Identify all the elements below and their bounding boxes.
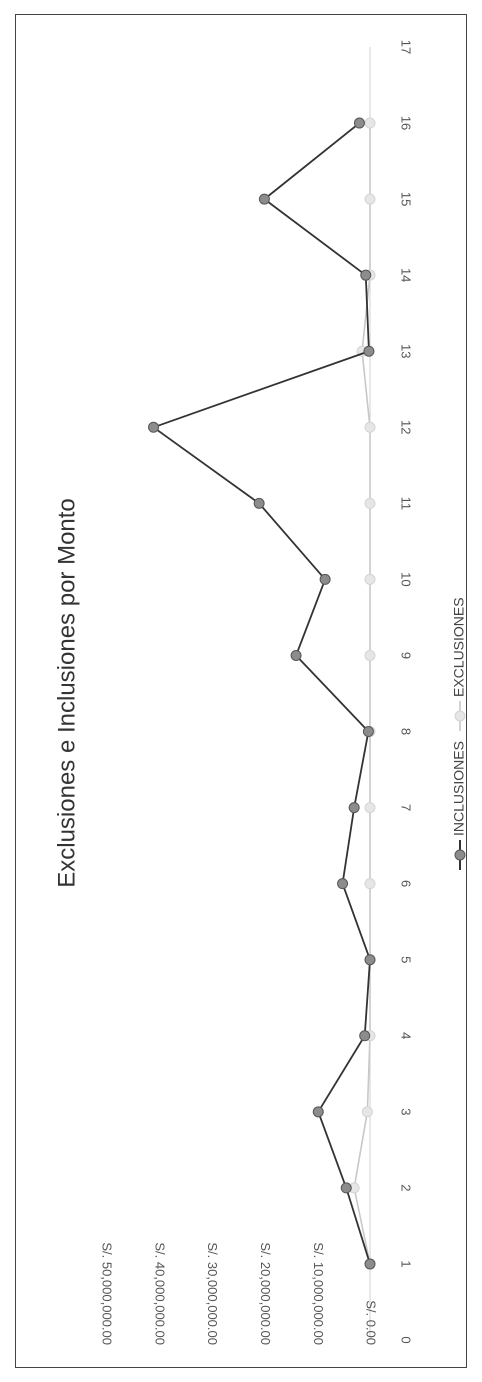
y-tick-label: S/. 30,000,000.00: [205, 1242, 220, 1345]
series-point-exclusiones: [364, 878, 376, 890]
series-point-inclusiones: [364, 954, 376, 966]
y-tick-label: S/. 20,000,000.00: [258, 1242, 273, 1345]
series-point-exclusiones: [364, 573, 376, 585]
x-tick-label: 13: [399, 344, 414, 358]
x-tick-label: 11: [399, 497, 414, 511]
series-point-inclusiones: [148, 421, 160, 433]
y-tick-label: S/. 10,000,000.00: [311, 1242, 326, 1345]
y-tick-label: S/. 50,000,000.00: [100, 1242, 115, 1345]
series-point-inclusiones: [340, 1182, 352, 1194]
series-point-exclusiones: [361, 1106, 373, 1118]
series-point-inclusiones: [290, 649, 302, 661]
x-tick-label: 17: [399, 40, 414, 54]
series-point-inclusiones: [359, 1030, 371, 1042]
chart-frame: 0 1 2 3 4 5 6 7 8 9 10 11 12 13 14 15 16 17 S/. 0.00 S/. 10…: [15, 14, 467, 1368]
x-tick-label: 0: [399, 1336, 414, 1343]
x-tick-label: 12: [399, 420, 414, 434]
x-tick-label: 6: [399, 880, 414, 887]
series-point-exclusiones: [364, 802, 376, 814]
series-point-inclusiones: [364, 1258, 376, 1270]
series-point-inclusiones: [362, 726, 374, 738]
legend-marker-inclusiones: [454, 849, 466, 861]
series-point-inclusiones: [258, 193, 270, 205]
x-tick-label: 9: [399, 652, 414, 659]
series-point-exclusiones: [364, 649, 376, 661]
x-tick-label: 16: [399, 116, 414, 130]
x-tick-label: 15: [399, 192, 414, 206]
y-tick-label: S/. 40,000,000.00: [152, 1242, 167, 1345]
x-tick-label: 4: [399, 1032, 414, 1039]
legend-label-exclusiones: EXCLUSIONES: [451, 597, 467, 697]
x-tick-label: 3: [399, 1108, 414, 1115]
series-point-inclusiones: [319, 573, 331, 585]
series-layer: [148, 117, 376, 1270]
x-tick-label: 2: [399, 1184, 414, 1191]
x-tick-label: 7: [399, 804, 414, 811]
series-point-inclusiones: [348, 802, 360, 814]
series-point-inclusiones: [253, 497, 265, 509]
series-line-exclusiones: [353, 123, 371, 1265]
series-point-exclusiones: [364, 193, 376, 205]
x-tick-label: 8: [399, 728, 414, 735]
legend-marker-exclusiones: [454, 710, 466, 722]
series-point-inclusiones: [337, 878, 349, 890]
chart-title: Exclusiones e Inclusiones por Monto: [53, 498, 80, 888]
series-point-exclusiones: [364, 421, 376, 433]
series-point-inclusiones: [353, 117, 365, 129]
series-line-inclusiones: [152, 122, 371, 1265]
series-point-inclusiones: [312, 1106, 324, 1118]
series-point-inclusiones: [360, 269, 372, 281]
series-point-exclusiones: [364, 497, 376, 509]
series-point-exclusiones: [364, 117, 376, 129]
x-tick-label: 10: [399, 572, 414, 586]
legend-label-inclusiones: INCLUSIONES: [451, 741, 467, 836]
y-tick-label: S/. 0.00: [364, 1300, 379, 1345]
x-tick-label: 14: [399, 268, 414, 282]
x-tick-label: 5: [399, 956, 414, 963]
series-point-inclusiones: [363, 345, 375, 357]
x-tick-label: 1: [399, 1260, 414, 1267]
